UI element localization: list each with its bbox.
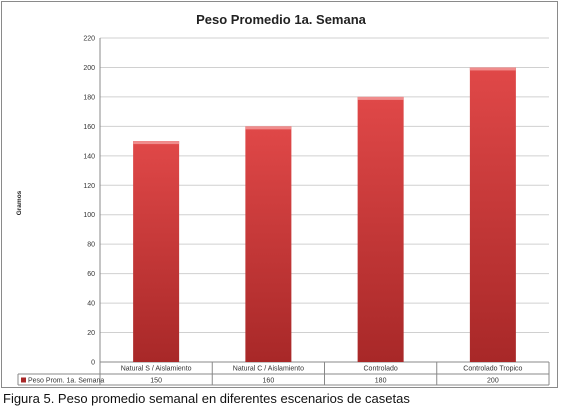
y-tick-label: 220 <box>83 36 95 43</box>
legend-swatch <box>21 377 26 383</box>
y-tick-label: 200 <box>83 65 95 72</box>
y-axis-label: Gramos <box>16 190 23 215</box>
bar <box>133 141 180 362</box>
y-tick-label: 20 <box>87 330 95 337</box>
x-category-label: Controlado Tropico <box>463 366 522 373</box>
y-tick-label: 60 <box>87 271 95 278</box>
y-tick-label: 80 <box>87 242 95 249</box>
x-category-label: Natural S / Aislamiento <box>121 366 192 373</box>
bar-cap <box>469 67 516 71</box>
bars <box>133 67 516 363</box>
chart-title: Peso Promedio 1a. Semana <box>196 12 367 27</box>
y-tick-label: 40 <box>87 301 95 308</box>
y-tick-labels: 0 20 40 60 80 100 120 140 160 180 200 220 <box>83 36 95 367</box>
data-value-label: 160 <box>263 378 275 385</box>
y-tick-label: 100 <box>83 212 95 219</box>
data-table: Peso Prom. 1a. Semana Natural S / Aislami… <box>17 362 550 386</box>
bar-cap <box>133 141 180 145</box>
figure-caption: Figura 5. Peso promedio semanal en difer… <box>3 391 410 406</box>
x-category-label: Controlado <box>364 366 398 373</box>
y-tick-label: 120 <box>83 183 95 190</box>
data-value-label: 150 <box>150 378 162 385</box>
chart: Peso Promedio 1a. Semana Gramos 0 20 40 60 8… <box>16 12 550 386</box>
y-tick-label: 180 <box>83 94 95 101</box>
data-value-label: 200 <box>487 378 499 385</box>
bar-cap <box>357 96 404 100</box>
bar <box>357 96 404 362</box>
x-category-label: Natural C / Aislamiento <box>233 366 304 373</box>
bar <box>245 126 292 362</box>
y-tick-label: 160 <box>83 124 95 131</box>
bar <box>469 67 516 363</box>
legend-series-name: Peso Prom. 1a. Semana <box>28 378 104 385</box>
y-tick-label: 0 <box>91 360 95 367</box>
bar-cap <box>245 126 292 130</box>
data-value-label: 180 <box>375 378 387 385</box>
y-tick-label: 140 <box>83 153 95 160</box>
